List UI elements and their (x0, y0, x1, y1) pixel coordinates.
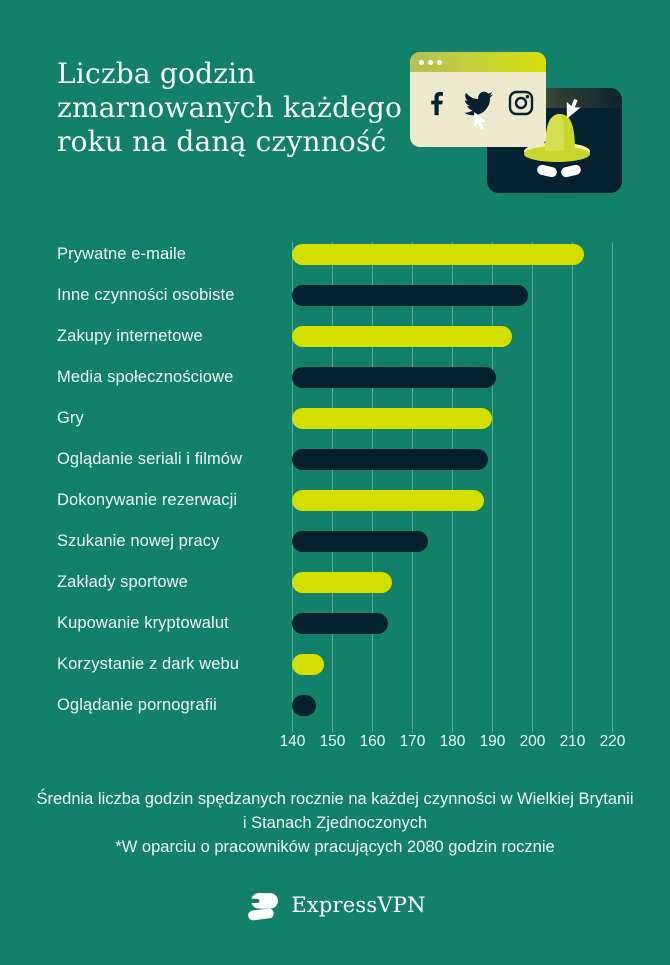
bar-kupowanie-kryptowalut (292, 612, 388, 634)
category-label: Dokonywanie rezerwacji (57, 490, 238, 509)
expressvpn-logo-text: ExpressVPN (291, 893, 426, 917)
spy-hat-and-eyes-icon (524, 114, 590, 178)
x-axis-tick-210: 210 (559, 733, 586, 750)
x-axis-tick-190: 190 (479, 733, 506, 750)
bar-zakupy-internetowe (292, 325, 512, 347)
gridline-140 (292, 242, 293, 732)
category-label: Media społecznościowe (57, 367, 234, 386)
cursor-arrow-up-left-icon (474, 112, 487, 130)
expressvpn-logomark-icon (244, 892, 279, 920)
bar-korzystanie-z-dark-webu (292, 653, 324, 675)
footnote-line-2: *W oparciu o pracowników pracujących 208… (115, 838, 555, 856)
x-axis-tick-140: 140 (279, 733, 306, 750)
category-label: Zakłady sportowe (57, 572, 188, 591)
category-label: Inne czynności osobiste (57, 285, 235, 304)
category-label: Kupowanie kryptowalut (57, 613, 229, 632)
gridline-150 (332, 242, 333, 732)
gridline-210 (572, 242, 573, 732)
gridline-220 (612, 242, 613, 732)
twitter-icon (464, 91, 493, 115)
x-axis-tick-180: 180 (439, 733, 466, 750)
bar-zakłady-sportowe (292, 571, 392, 593)
category-label: Gry (57, 408, 84, 427)
expressvpn-logo: ExpressVPN (0, 883, 670, 927)
gridline-170 (412, 242, 413, 732)
category-label: Oglądanie seriali i filmów (57, 449, 243, 468)
bar-gry (292, 407, 492, 429)
window-dot (419, 59, 424, 65)
x-axis-tick-150: 150 (319, 733, 346, 750)
x-axis-tick-220: 220 (599, 733, 626, 750)
bar-oglądanie-pornografii (292, 694, 316, 716)
x-axis-tick-200: 200 (519, 733, 546, 750)
category-label: Zakupy internetowe (57, 326, 203, 345)
bar-inne-czynności-osobiste (292, 284, 528, 306)
window-dot (428, 59, 433, 65)
bar-dokonywanie-rezerwacji (292, 489, 484, 511)
gridline-160 (372, 242, 373, 732)
category-label: Korzystanie z dark webu (57, 654, 240, 673)
bar-media-społecznościowe (292, 366, 496, 388)
browser-window (410, 52, 546, 147)
cursor-arrow-down-left-icon (566, 98, 581, 119)
page-title: Liczba godzin zmarnowanych każdego roku … (57, 57, 403, 158)
chart-footnote: Średnia liczba godzin spędzanych rocznie… (35, 787, 635, 859)
facebook-icon (431, 91, 443, 115)
window-dot (437, 59, 442, 65)
instagram-icon (508, 90, 534, 116)
gridline-180 (452, 242, 453, 732)
social-icons-row (420, 86, 538, 120)
category-label: Oglądanie pornografii (57, 695, 217, 714)
gridline-190 (492, 242, 493, 732)
gridline-200 (532, 242, 533, 732)
x-axis-tick-170: 170 (399, 733, 426, 750)
bar-prywatne-e-maile (292, 243, 584, 265)
bar-oglądanie-seriali-i-filmów (292, 448, 488, 470)
browser-window-titlebar (410, 52, 546, 72)
footnote-line-1: Średnia liczba godzin spędzanych rocznie… (36, 790, 634, 832)
category-label: Prywatne e-maile (57, 244, 187, 263)
browser-spy-illustration (410, 40, 640, 205)
category-label: Szukanie nowej pracy (57, 531, 220, 550)
x-axis-tick-160: 160 (359, 733, 386, 750)
bar-szukanie-nowej-pracy (292, 530, 428, 552)
